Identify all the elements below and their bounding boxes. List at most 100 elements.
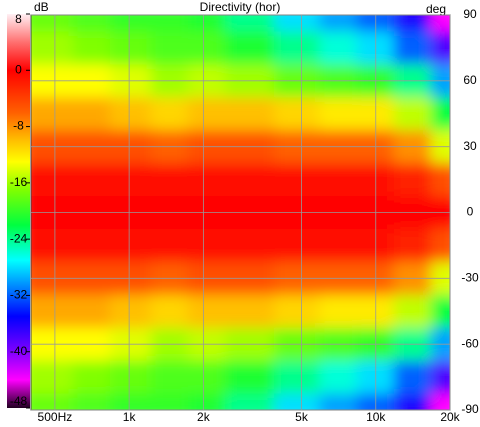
heatmap-cell — [31, 393, 44, 410]
y-axis-label: deg — [426, 2, 446, 16]
heatmap-cell — [393, 31, 432, 65]
colorbar-tick-label: -24 — [10, 231, 28, 245]
colorbar-tick-label: -8 — [13, 119, 24, 133]
y-tick-label: -90 — [461, 402, 479, 416]
heatmap-cell — [150, 294, 189, 329]
colorbar-tick-label: 0 — [15, 62, 22, 76]
colorbar-tick-label: -48 — [10, 394, 28, 408]
heatmap-cell — [31, 15, 44, 32]
heatmap-cell — [319, 31, 358, 65]
heatmap-cell — [42, 163, 74, 197]
heatmap-cell — [225, 97, 275, 131]
heatmap-cell — [31, 294, 44, 329]
heatmap-cell — [31, 97, 44, 131]
heatmap-cell — [393, 163, 432, 197]
y-tick-label: 60 — [463, 73, 477, 87]
heatmap-cell — [393, 15, 432, 32]
heatmap-cell — [225, 31, 275, 65]
chart-title: Directivity (hor) — [200, 0, 281, 14]
heatmap-cell — [187, 31, 226, 65]
heatmap-cell — [187, 97, 226, 131]
heatmap-cell — [31, 228, 44, 263]
y-tick-label: -30 — [461, 271, 479, 285]
heatmap-cell — [110, 163, 152, 197]
heatmap-cell — [31, 360, 44, 395]
heatmap-cell — [319, 393, 358, 410]
heatmap-cell — [110, 393, 152, 410]
heatmap-cell — [187, 360, 226, 395]
y-tick-label: -60 — [461, 336, 479, 350]
heatmap-cell — [274, 97, 321, 131]
heatmap-cell — [393, 393, 432, 410]
heatmap-cell — [150, 31, 189, 65]
heatmap-cell — [72, 163, 111, 197]
heatmap-cell — [110, 31, 152, 65]
y-tick-label: 0 — [467, 205, 474, 219]
heatmap-cell — [225, 15, 275, 32]
heatmap-cell — [225, 163, 275, 197]
heatmap-cell — [430, 31, 450, 65]
y-tick-label: 90 — [463, 7, 477, 21]
heatmap-cell — [150, 163, 189, 197]
heatmap-cell — [110, 97, 152, 131]
heatmap-cell — [274, 294, 321, 329]
heatmap-cell — [225, 393, 275, 410]
heatmap-cell — [319, 15, 358, 32]
heatmap-cell — [430, 97, 450, 131]
heatmap-cell — [225, 294, 275, 329]
colorbar — [7, 14, 30, 408]
x-tick-label: 5k — [295, 410, 309, 424]
heatmap-cell — [110, 360, 152, 395]
heatmap-cell — [72, 31, 111, 65]
heatmap-cell — [72, 294, 111, 329]
heatmap-cell — [274, 360, 321, 395]
heatmap-cell — [319, 294, 358, 329]
heatmap-cell — [31, 31, 44, 65]
heatmap-cell — [187, 393, 226, 410]
x-tick-label: 10k — [366, 410, 386, 424]
heatmap-cell — [319, 228, 358, 263]
colorbar-tick-label: -40 — [10, 344, 28, 358]
heatmap-cell — [319, 163, 358, 197]
heatmap-cell — [225, 360, 275, 395]
heatmap-cell — [187, 228, 226, 263]
heatmap-cell — [430, 228, 450, 263]
heatmap-cell — [72, 15, 111, 32]
colorbar-label: dB — [34, 0, 49, 14]
heatmap-cell — [42, 228, 74, 263]
heatmap-cell — [110, 15, 152, 32]
heatmap-cell — [42, 31, 74, 65]
heatmap-cell — [187, 15, 226, 32]
heatmap-cell — [393, 360, 432, 395]
heatmap-cell — [430, 15, 450, 32]
heatmap-cell — [42, 360, 74, 395]
x-tick-label: 500Hz — [38, 410, 73, 424]
heatmap-cell — [393, 294, 432, 329]
heatmap-cell — [72, 360, 111, 395]
heatmap-cell — [150, 15, 189, 32]
heatmap-cell — [110, 294, 152, 329]
x-tick-label: 1k — [123, 410, 137, 424]
heatmap-cell — [110, 228, 152, 263]
y-tick-label: 30 — [463, 139, 477, 153]
heatmap-cell — [42, 97, 74, 131]
heatmap-cell — [274, 393, 321, 410]
x-tick-label: 20k — [440, 410, 460, 424]
heatmap-cell — [72, 228, 111, 263]
colorbar-tick-label: -32 — [10, 288, 28, 302]
colorbar-tick-label: -16 — [10, 175, 28, 189]
heatmap-cell — [430, 360, 450, 395]
heatmap-cell — [187, 294, 226, 329]
heatmap-cell — [319, 97, 358, 131]
heatmap-cell — [42, 15, 74, 32]
heatmap-cell — [393, 97, 432, 131]
colorbar-tick-label: 8 — [15, 12, 22, 26]
heatmap-cell — [430, 393, 450, 410]
heatmap-cell — [42, 294, 74, 329]
heatmap-cell — [150, 393, 189, 410]
heatmap-cell — [274, 228, 321, 263]
heatmap-cell — [72, 97, 111, 131]
heatmap-cell — [274, 31, 321, 65]
heatmap-cell — [187, 163, 226, 197]
